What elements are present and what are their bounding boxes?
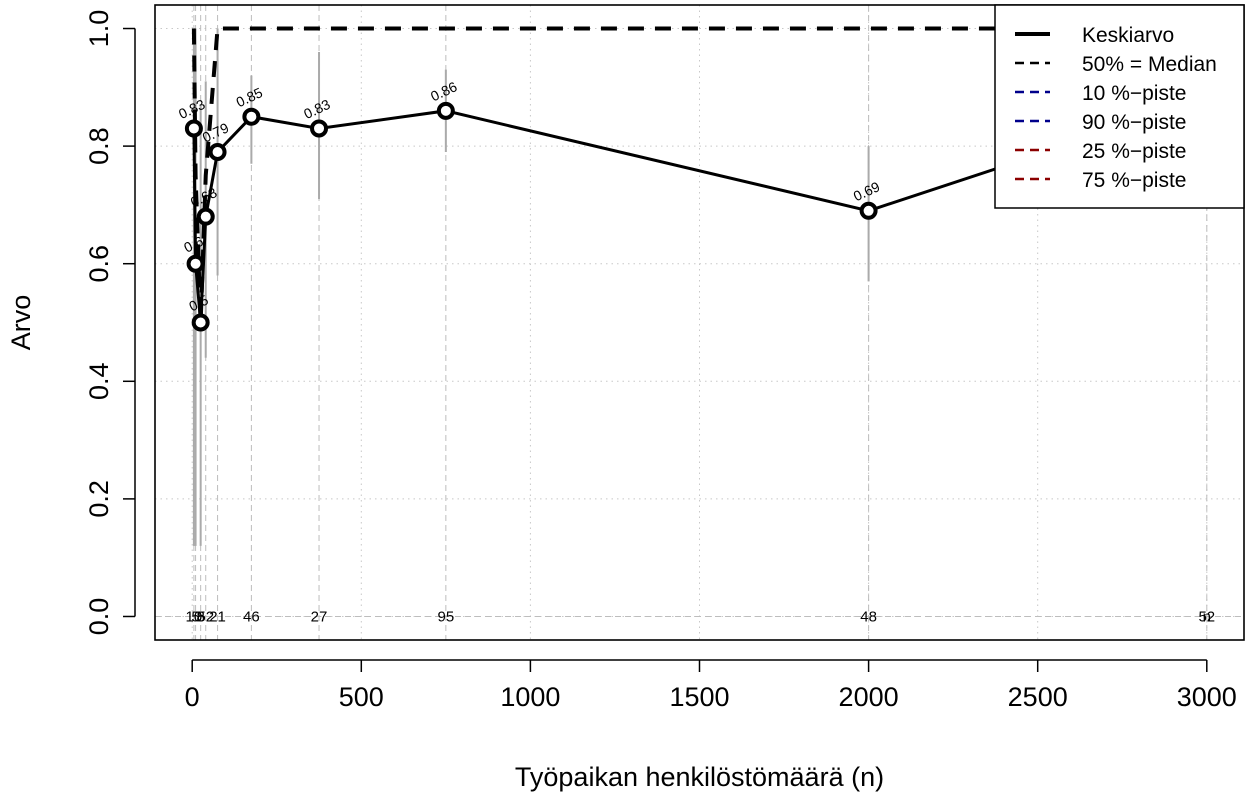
x-tick-label: 0 — [185, 682, 200, 712]
mean-point — [196, 207, 215, 226]
count-label: 8 — [196, 608, 204, 625]
mean-point — [191, 313, 210, 332]
count-label: 21 — [209, 608, 226, 625]
count-label: 95 — [438, 608, 455, 625]
mean-point — [186, 254, 205, 273]
count-label: 52 — [1198, 608, 1215, 625]
y-tick-label: 0.4 — [84, 363, 114, 401]
x-tick-label: 1000 — [500, 682, 560, 712]
value-label: 0.86 — [428, 78, 460, 104]
y-tick-label: 0.8 — [84, 127, 114, 165]
y-tick-label: 0.6 — [84, 245, 114, 283]
legend-label: 75 %−piste — [1082, 169, 1187, 192]
legend: Keskiarvo 50% = Median 10 %−piste 90 %−pist… — [994, 4, 1245, 209]
count-label: 48 — [860, 608, 877, 625]
axes: 0 500 1000 1500 2000 2500 3000 0.0 0.2 0.4 0.6 0.8 1… — [84, 10, 1237, 712]
legend-box — [994, 4, 1245, 209]
mean-point — [436, 101, 455, 120]
mean-point — [859, 201, 878, 220]
median-line — [191, 26, 1207, 323]
x-tick-label: 3000 — [1177, 682, 1237, 712]
count-label: n — [1203, 608, 1211, 625]
value-label: 0.5 — [186, 292, 211, 315]
value-label: 0.6 — [181, 233, 206, 256]
y-axis-title: Arvo — [6, 295, 36, 351]
x-tick-label: 2000 — [839, 682, 899, 712]
value-label: 0.69 — [851, 178, 883, 204]
value-label: 0.83 — [176, 96, 208, 122]
mean-point — [208, 142, 227, 161]
series — [184, 26, 1216, 332]
count-label: 5 — [191, 608, 199, 625]
count-label: 52 — [197, 608, 214, 625]
x-tick-label: 2500 — [1008, 682, 1068, 712]
mean-point — [310, 119, 329, 138]
legend-label: 90 %−piste — [1082, 111, 1187, 134]
x-tick-label: 1500 — [669, 682, 729, 712]
legend-label: Keskiarvo — [1082, 24, 1174, 47]
mean-line — [192, 97, 1208, 323]
legend-label: 25 %−piste — [1082, 140, 1187, 163]
value-label: 0.83 — [301, 96, 333, 122]
mean-point — [184, 119, 203, 138]
x-tick-label: 500 — [339, 682, 384, 712]
y-tick-label: 1.0 — [84, 10, 114, 48]
value-label: 0.85 — [234, 84, 266, 110]
y-tick-label: 0.2 — [84, 480, 114, 518]
x-axis-title: Työpaikan henkilöstömäärä (n) — [515, 762, 884, 792]
plot-frame — [154, 4, 1245, 641]
count-label: 10 — [186, 608, 203, 625]
count-label: 46 — [243, 608, 260, 625]
mean-point — [242, 107, 261, 126]
y-tick-label: 0.0 — [84, 598, 114, 636]
count-label: 27 — [311, 608, 328, 625]
legend-label: 10 %−piste — [1082, 82, 1187, 105]
legend-label: 50% = Median — [1082, 53, 1217, 76]
